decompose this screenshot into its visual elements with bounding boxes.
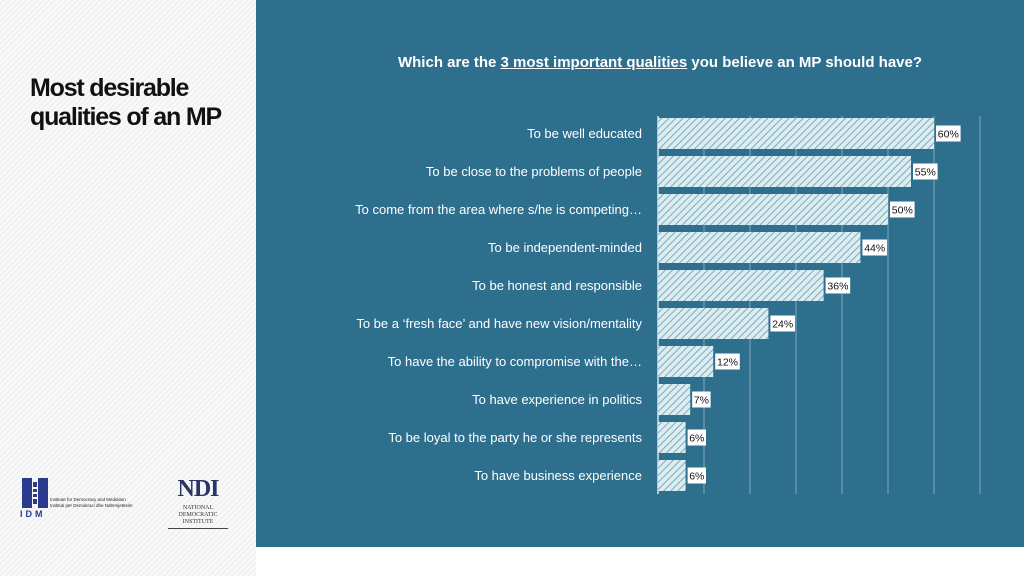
ndi-logo: NDI NATIONAL DEMOCRATIC INSTITUTE [156, 476, 240, 532]
category-label: To have the ability to compromise with t… [388, 354, 642, 369]
idm-name-line1: Institute for Democracy and Mediation [50, 497, 126, 502]
category-label: To be close to the problems of people [426, 164, 642, 179]
ndi-rule [168, 528, 228, 529]
idm-name-line2: Instituti për Demokraci dhe Ndërmjetësim [50, 503, 133, 508]
ndi-line3: INSTITUTE [182, 519, 214, 525]
chart-title-before: Which are the [397, 54, 501, 71]
idm-emblem-icon [22, 478, 48, 508]
category-label: To be honest and responsible [472, 278, 642, 293]
bar [658, 460, 686, 491]
bar [658, 422, 686, 453]
value-label-box [687, 429, 706, 446]
bars [658, 118, 934, 491]
bar-chart: To be well educated 60% To be close to the… [355, 116, 981, 494]
idm-logo: Institute for Democracy and Mediation In… [20, 478, 155, 524]
value-label: 44% [864, 243, 885, 255]
bar [658, 232, 861, 263]
value-label: 6% [689, 433, 704, 445]
category-label: To have business experience [474, 468, 642, 483]
ndi-mark: NDI [177, 476, 219, 502]
category-label: To come from the area where s/he is comp… [355, 202, 642, 217]
category-label: To be a ‘fresh face’ and have new vision… [356, 316, 642, 331]
category-label: To be independent-minded [488, 240, 642, 255]
value-label: 24% [772, 319, 793, 331]
chart-title-highlight: 3 most important qualities [500, 54, 688, 71]
value-label-box [913, 163, 938, 180]
value-label-box [890, 201, 915, 218]
labels: To be well educated 60% To be close to the… [355, 125, 961, 484]
bar [658, 308, 769, 339]
ndi-subtitle: NATIONAL DEMOCRATIC INSTITUTE [156, 505, 240, 526]
value-label: 7% [694, 395, 709, 407]
bar [658, 384, 691, 415]
value-label-box [715, 353, 740, 370]
category-label: To be loyal to the party he or she repre… [388, 430, 642, 445]
slide-title: Most desirable qualities of an MP [30, 74, 222, 131]
chart-title-after: you believe an MP should have? [687, 54, 923, 71]
value-label-box [936, 125, 961, 142]
left-panel: Most desirable qualities of an MP Instit… [0, 0, 256, 576]
value-label: 55% [915, 167, 936, 179]
idm-name: Institute for Democracy and Mediation In… [50, 497, 160, 509]
ndi-line1: NATIONAL [182, 505, 214, 511]
bar [658, 270, 824, 301]
value-label: 6% [689, 471, 704, 483]
category-label: To have experience in politics [472, 392, 642, 407]
category-label: To be well educated [527, 126, 642, 141]
bar [658, 156, 911, 187]
value-label-box [862, 239, 887, 256]
value-label: 60% [938, 129, 959, 141]
chart-title: Which are the 3 most important qualities… [386, 51, 934, 74]
chart-panel: Which are the 3 most important qualities… [256, 0, 1024, 547]
value-label-box [687, 467, 706, 484]
value-label-box [825, 277, 851, 294]
value-label: 36% [827, 281, 848, 293]
bar [658, 346, 714, 377]
value-label-box [692, 391, 711, 408]
value-label: 12% [717, 357, 738, 369]
value-label-box [770, 315, 795, 332]
ndi-line2: DEMOCRATIC [178, 512, 218, 518]
idm-acronym: IDM [20, 509, 46, 519]
bar [658, 118, 934, 149]
value-label: 50% [892, 205, 913, 217]
bar [658, 194, 888, 225]
